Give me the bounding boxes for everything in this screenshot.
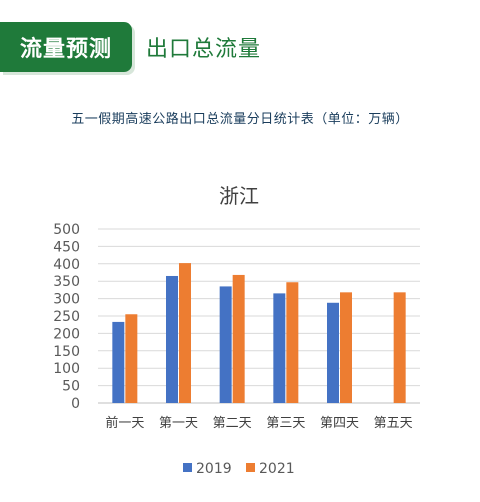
bar-2021 — [286, 282, 299, 403]
x-axis-categories: 前一天 第一天 第二天 第三天 第四天 第五天 — [105, 415, 412, 431]
bar-2021 — [340, 292, 352, 403]
section-badge: 流量预测 — [0, 22, 132, 72]
bar-2021 — [179, 263, 191, 403]
y-tick-label: 350 — [53, 274, 80, 290]
legend-label: 2021 — [259, 461, 295, 477]
table-subtitle: 五一假期高速公路出口总流量分日统计表（单位：万辆） — [71, 112, 409, 127]
y-tick-label: 450 — [53, 239, 80, 255]
y-tick-label: 50 — [62, 379, 80, 395]
bar-2019 — [219, 286, 232, 403]
x-category-label: 第三天 — [266, 416, 305, 431]
bar-2021 — [393, 292, 406, 403]
section-heading: 出口总流量 — [146, 37, 262, 62]
legend-label: 2019 — [196, 461, 232, 477]
bar-2021 — [232, 274, 245, 403]
bar-2019 — [166, 275, 178, 403]
gridlines — [98, 228, 420, 404]
x-category-label: 前一天 — [105, 415, 144, 431]
header: 流量预测 出口总流量 — [0, 22, 480, 72]
y-tick-label: 0 — [71, 396, 80, 412]
y-tick-label: 300 — [53, 292, 80, 308]
chart-title: 浙江 — [219, 184, 259, 208]
y-tick-label: 400 — [53, 257, 80, 273]
y-tick-label: 200 — [53, 326, 80, 342]
x-category-label: 第四天 — [320, 416, 359, 431]
bar-2019 — [273, 293, 286, 403]
y-tick-label: 100 — [53, 361, 80, 377]
y-tick-label: 500 — [53, 222, 80, 238]
bar-2019 — [112, 321, 125, 403]
x-category-label: 第一天 — [159, 416, 198, 431]
legend: 2019 2021 — [183, 461, 295, 477]
y-tick-label: 250 — [53, 309, 80, 325]
legend-swatch-2019 — [183, 463, 192, 472]
y-tick-label: 150 — [53, 344, 80, 360]
bar-2021 — [125, 314, 138, 403]
x-category-label: 第二天 — [213, 416, 252, 431]
legend-swatch-2021 — [246, 463, 255, 472]
x-category-label: 第五天 — [374, 416, 413, 431]
bar-2019 — [327, 302, 339, 403]
bars — [112, 263, 406, 403]
